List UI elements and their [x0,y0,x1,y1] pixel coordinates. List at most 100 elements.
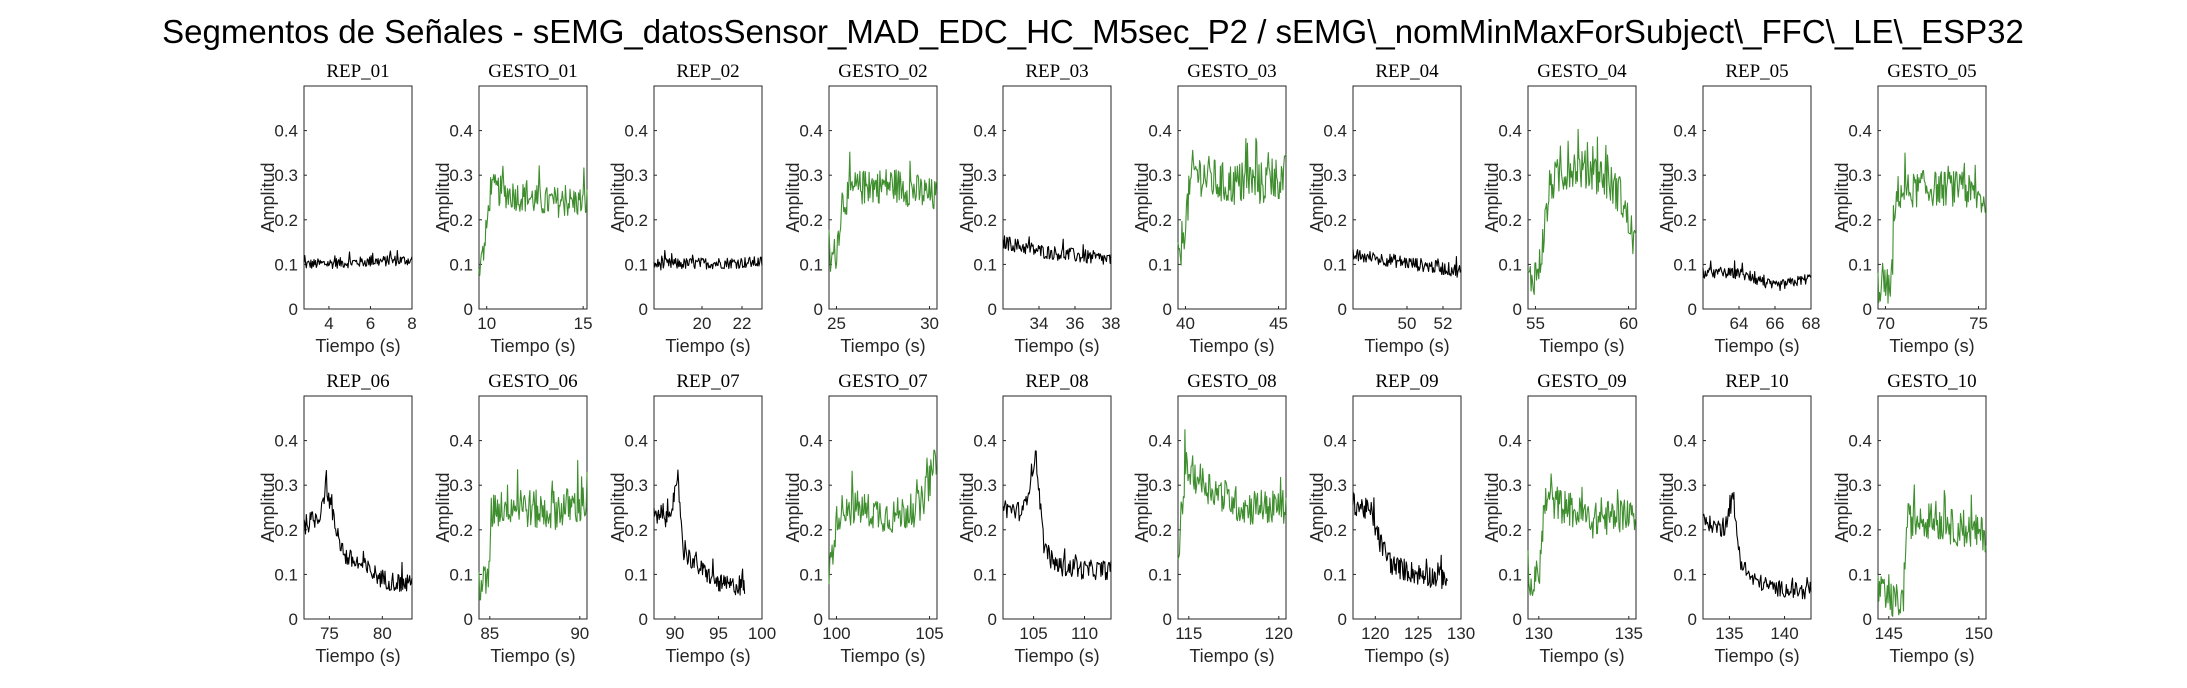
subplot-rep-08: REP_08 0 0.1 0.2 0.3 0.4 105 110 Tiempo (s) Ampli… [957,371,1112,666]
y-tick-label: 0.3 [449,476,473,495]
x-tick-label: 60 [1619,314,1638,333]
y-tick-label: 0.1 [624,565,648,584]
y-axis-label: Amplitud [1657,472,1677,542]
x-axis-label: Tiempo (s) [665,646,750,666]
x-tick-label: 135 [1715,624,1743,643]
y-tick-label: 0.2 [973,211,997,230]
y-tick-label: 0.2 [449,211,473,230]
y-axis-label: Amplitud [608,472,628,542]
x-tick-label: 140 [1770,624,1798,643]
y-tick-label: 0.2 [1323,211,1347,230]
y-axis-label: Amplitud [258,472,278,542]
x-axis-label: Tiempo (s) [490,336,575,356]
y-tick-label: 0.4 [799,122,823,141]
signal-line-rep-07 [653,469,746,596]
y-axis-label: Amplitud [783,472,803,542]
subplot-gesto-03: GESTO_03 0 0.1 0.2 0.3 0.4 40 45 Tiempo (s) Ampli… [1132,61,1288,356]
y-tick-label: 0.3 [973,476,997,495]
subplot-title: GESTO_10 [1887,371,1976,392]
y-axis-label: Amplitud [433,162,453,232]
plot-area [1702,85,1812,310]
y-tick-label: 0.3 [1673,476,1697,495]
subplot-rep-01: REP_01 0 0.1 0.2 0.3 0.4 4 6 8 Tiempo (s) Amplitud [258,61,417,356]
y-axis-label: Amplitud [433,472,453,542]
subplot-gesto-06: GESTO_06 0 0.1 0.2 0.3 0.4 85 90 Tiempo (s) Ampli… [433,371,589,666]
y-axis-label: Amplitud [1132,472,1152,542]
y-tick-label: 0.1 [274,255,298,274]
y-tick-label: 0 [1688,610,1697,629]
y-tick-label: 0.1 [973,565,997,584]
signal-line-gesto-07 [828,449,938,585]
subplot-rep-04: REP_04 0 0.1 0.2 0.3 0.4 50 52 Tiempo (s) Amplitu… [1307,61,1462,356]
x-tick-label: 40 [1176,314,1195,333]
subplot-title: GESTO_05 [1887,61,1976,82]
plot-area [303,85,413,310]
x-axis-label: Tiempo (s) [1189,336,1274,356]
x-tick-label: 6 [366,314,375,333]
y-tick-label: 0.1 [1848,565,1872,584]
x-tick-label: 52 [1434,314,1453,333]
y-tick-label: 0.2 [449,521,473,540]
x-tick-label: 100 [748,624,776,643]
x-tick-label: 8 [407,314,416,333]
y-tick-label: 0 [1338,300,1347,319]
y-tick-label: 0.1 [1498,255,1522,274]
x-tick-label: 75 [1969,314,1988,333]
subplot-rep-06: REP_06 0 0.1 0.2 0.3 0.4 75 80 Tiempo (s) Amplitu… [258,371,413,666]
x-tick-label: 22 [733,314,752,333]
x-tick-label: 100 [822,624,850,643]
y-tick-label: 0 [464,610,473,629]
signal-line-gesto-06 [478,459,588,601]
plot-area [1527,85,1637,310]
signal-line-rep-03 [1002,235,1112,265]
y-tick-label: 0.1 [973,255,997,274]
x-tick-label: 130 [1447,624,1475,643]
signal-line-rep-06 [303,470,413,592]
x-tick-label: 120 [1361,624,1389,643]
y-tick-label: 0.4 [1498,432,1522,451]
y-tick-label: 0.2 [1148,211,1172,230]
subplot-rep-10: REP_10 0 0.1 0.2 0.3 0.4 135 140 Tiempo (s) Ampli… [1657,371,1812,666]
x-tick-label: 38 [1102,314,1121,333]
signal-line-gesto-05 [1877,152,1987,304]
x-axis-label: Tiempo (s) [1889,646,1974,666]
subplot-rep-09: REP_09 0 0.1 0.2 0.3 0.4 120 125 130 Tiempo (s) Am… [1307,371,1475,666]
y-tick-label: 0 [464,300,473,319]
x-tick-label: 150 [1965,624,1993,643]
y-tick-label: 0.4 [1498,122,1522,141]
y-tick-label: 0.4 [1848,432,1872,451]
y-tick-label: 0.4 [973,432,997,451]
signal-line-gesto-01 [478,165,588,276]
y-axis-label: Amplitud [1832,472,1852,542]
x-tick-label: 36 [1066,314,1085,333]
y-axis-label: Amplitud [608,162,628,232]
y-tick-label: 0 [1688,300,1697,319]
y-tick-label: 0.1 [799,255,823,274]
plot-area [653,85,763,310]
y-tick-label: 0 [1338,610,1347,629]
subplot-title: REP_10 [1725,371,1788,392]
x-tick-label: 125 [1404,624,1432,643]
figure-title: Segmentos de Señales - sEMG_datosSensor_… [162,13,2024,50]
subplot-title: REP_09 [1375,371,1438,392]
signal-line-rep-04 [1352,249,1462,278]
y-tick-label: 0.1 [1323,565,1347,584]
y-tick-label: 0.2 [624,521,648,540]
signal-line-gesto-10 [1877,484,1987,617]
y-axis-label: Amplitud [1482,472,1502,542]
y-tick-label: 0.2 [973,521,997,540]
x-tick-label: 68 [1802,314,1821,333]
y-axis-label: Amplitud [957,162,977,232]
x-tick-label: 66 [1766,314,1785,333]
y-tick-label: 0.2 [799,211,823,230]
y-tick-label: 0.3 [449,166,473,185]
x-tick-label: 105 [1019,624,1047,643]
subplot-title: GESTO_06 [488,371,577,392]
y-tick-label: 0.3 [1848,166,1872,185]
plot-area [828,85,938,310]
y-tick-label: 0.4 [1148,122,1172,141]
y-tick-label: 0.2 [1498,211,1522,230]
y-tick-label: 0.3 [1323,166,1347,185]
